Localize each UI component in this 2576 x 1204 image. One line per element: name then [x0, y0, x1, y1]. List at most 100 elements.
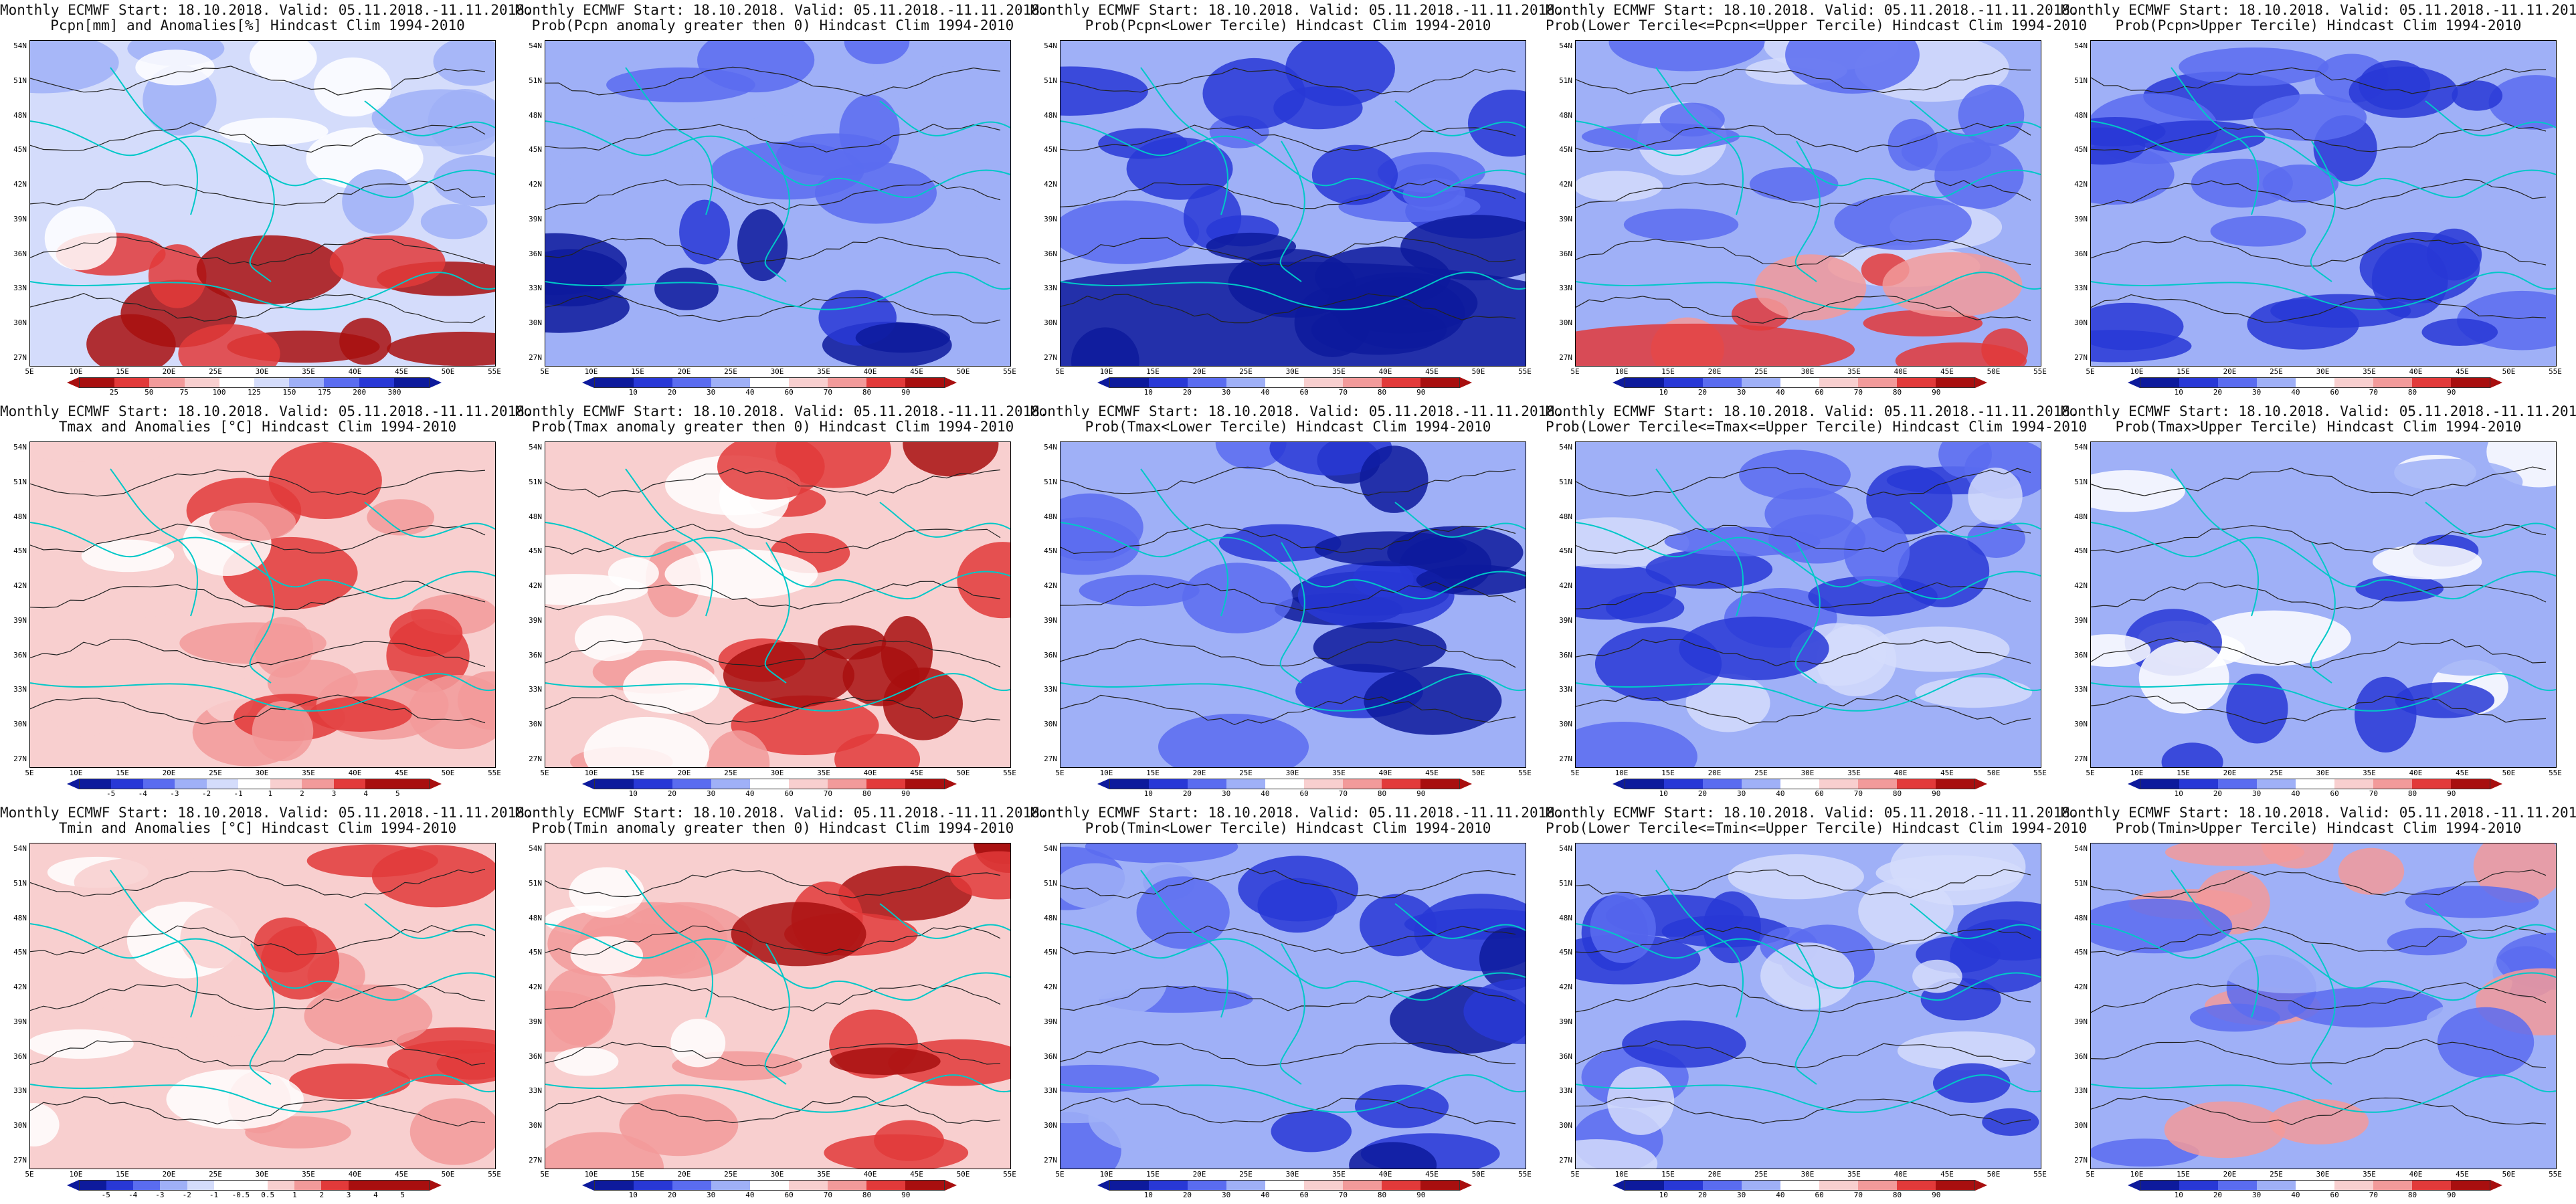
colorbar-cell — [1110, 779, 1149, 789]
anomaly-field-patch — [1576, 323, 1855, 366]
latitude-label: 51N — [2074, 477, 2088, 486]
latitude-label: 51N — [13, 477, 27, 486]
panel-title: Monthly ECMWF Start: 18.10.2018. Valid: … — [1546, 805, 2087, 836]
latitude-label: 27N — [2074, 353, 2088, 362]
longitude-label: 30E — [1801, 769, 1815, 777]
panel-title: Monthly ECMWF Start: 18.10.2018. Valid: … — [1030, 404, 1564, 435]
colorbar-cell — [1625, 779, 1664, 789]
anomaly-field-patch — [1664, 526, 1821, 557]
panel-title-line2: Prob(Lower Tercile<=Pcpn<=Upper Tercile)… — [1546, 17, 2088, 33]
latitude-label: 33N — [1559, 685, 1572, 694]
longitude-label: 15E — [1146, 367, 1160, 376]
coastline — [110, 468, 198, 617]
colorbar-tick-label: 10 — [628, 1191, 638, 1199]
colorbar-right-arrow — [1460, 377, 1472, 388]
coastline — [2091, 522, 2556, 600]
colorbar-tick-label: -4 — [138, 789, 147, 798]
latitude-label: 33N — [1559, 284, 1572, 293]
anomaly-field-patch — [2437, 1007, 2535, 1078]
colorbar: 10 20 30 40 60 70 80 90 — [582, 1180, 957, 1200]
longitude-label: 15E — [1146, 769, 1160, 777]
longitude-label: 50E — [956, 1170, 970, 1179]
longitude-label: 40E — [348, 1170, 362, 1179]
longitude-label: 20E — [1708, 1170, 1722, 1179]
anomaly-field-patch — [1354, 1084, 1449, 1128]
colorbar-tick-label: 80 — [2407, 789, 2417, 798]
anomaly-field-patch — [829, 1047, 941, 1076]
anomaly-field-patch — [428, 89, 495, 155]
colorbar: 10 20 30 40 60 70 80 90 — [1613, 377, 1987, 397]
longitude-label: 5E — [540, 769, 549, 777]
colorbar-cell — [1304, 378, 1343, 387]
longitude-label: 40E — [1378, 769, 1392, 777]
anomaly-field-patch — [1215, 442, 1287, 470]
contour-line — [1061, 466, 1516, 496]
colorbar-tick-label: 30 — [1737, 1191, 1746, 1199]
latitude-label: 42N — [2074, 983, 2088, 992]
latitude-label: 54N — [1044, 41, 1057, 50]
colorbar-tick-label: 5 — [400, 1191, 405, 1199]
colorbar-tick-label: 30 — [1222, 1191, 1231, 1199]
panel-title-line1: Monthly ECMWF Start: 18.10.2018. Valid: … — [515, 805, 1048, 821]
contour-line — [2091, 524, 2547, 553]
colorbar-cell — [672, 378, 711, 387]
colorbar-cell — [1936, 779, 1974, 789]
panel-title: Monthly ECMWF Start: 18.10.2018. Valid: … — [0, 805, 533, 836]
anomaly-field-patch — [1622, 1020, 1746, 1068]
latitude-label: 39N — [13, 214, 27, 223]
anomaly-field-patch — [387, 331, 495, 366]
colorbar-tick-label: 20 — [667, 388, 677, 397]
colorbar-tick-label: 90 — [2447, 388, 2456, 397]
coastline — [545, 923, 1010, 1001]
colorbar-right-arrow — [1975, 377, 1987, 388]
anomaly-field-patch — [1061, 517, 1140, 575]
colorbar-cell — [302, 779, 334, 789]
anomaly-field-patch — [707, 730, 770, 767]
coastline — [110, 67, 198, 215]
anomaly-field-patch — [2349, 1070, 2499, 1142]
colorbar-cell — [2140, 779, 2179, 789]
anomaly-field-patch — [1882, 252, 2023, 318]
colorbar-cell — [1858, 378, 1897, 387]
latitude-label: 48N — [529, 913, 542, 922]
colorbar-cell — [1382, 1181, 1420, 1190]
colorbar-tick-label: 30 — [2252, 388, 2262, 397]
anomaly-field-patch — [367, 499, 435, 536]
latitude-label: 45N — [2074, 546, 2088, 556]
anomaly-field-patch — [545, 233, 627, 296]
colorbar-tick-label: 30 — [1737, 388, 1746, 397]
coastline — [30, 522, 495, 600]
longitude-label: 40E — [2409, 769, 2423, 777]
latitude-label: 33N — [1044, 685, 1057, 694]
latitude-label: 33N — [529, 1086, 542, 1096]
anomaly-field-patch — [2268, 1099, 2369, 1144]
colorbar-tick-label: 90 — [901, 1191, 911, 1199]
latitude-label: 45N — [1044, 145, 1057, 155]
colorbar-cell — [294, 1181, 322, 1190]
coastline — [1279, 943, 1305, 1085]
latitude-label: 39N — [2074, 214, 2088, 223]
coastline — [2091, 272, 2556, 310]
contour-line — [30, 66, 486, 96]
colorbar-cell — [634, 1181, 672, 1190]
longitude-label: 25E — [1754, 1170, 1768, 1179]
contour-line — [1576, 926, 2031, 954]
coastline — [2310, 140, 2336, 282]
panel-title-line1: Monthly ECMWF Start: 18.10.2018. Valid: … — [1546, 805, 2079, 821]
anomaly-field-patch — [1352, 561, 1414, 598]
colorbar-cell — [1343, 1181, 1382, 1190]
contour-line — [2091, 235, 2547, 267]
colorbar-cell — [254, 378, 290, 387]
panel-title: Monthly ECMWF Start: 18.10.2018. Valid: … — [2061, 805, 2576, 836]
colorbar-tick-label: 90 — [1932, 388, 1941, 397]
contour-line — [30, 868, 486, 898]
colorbar-cell — [324, 378, 359, 387]
anomaly-field-patch — [1061, 262, 1526, 366]
colorbar-cell — [789, 378, 828, 387]
colorbar-tick-label: 10 — [1143, 388, 1153, 397]
latitude-label: 27N — [529, 1156, 542, 1165]
latitude-label: 33N — [1559, 1086, 1572, 1096]
colorbar-tick-label: 20 — [2213, 388, 2223, 397]
anomaly-field-patch — [252, 700, 314, 761]
coastline — [1795, 140, 1821, 282]
